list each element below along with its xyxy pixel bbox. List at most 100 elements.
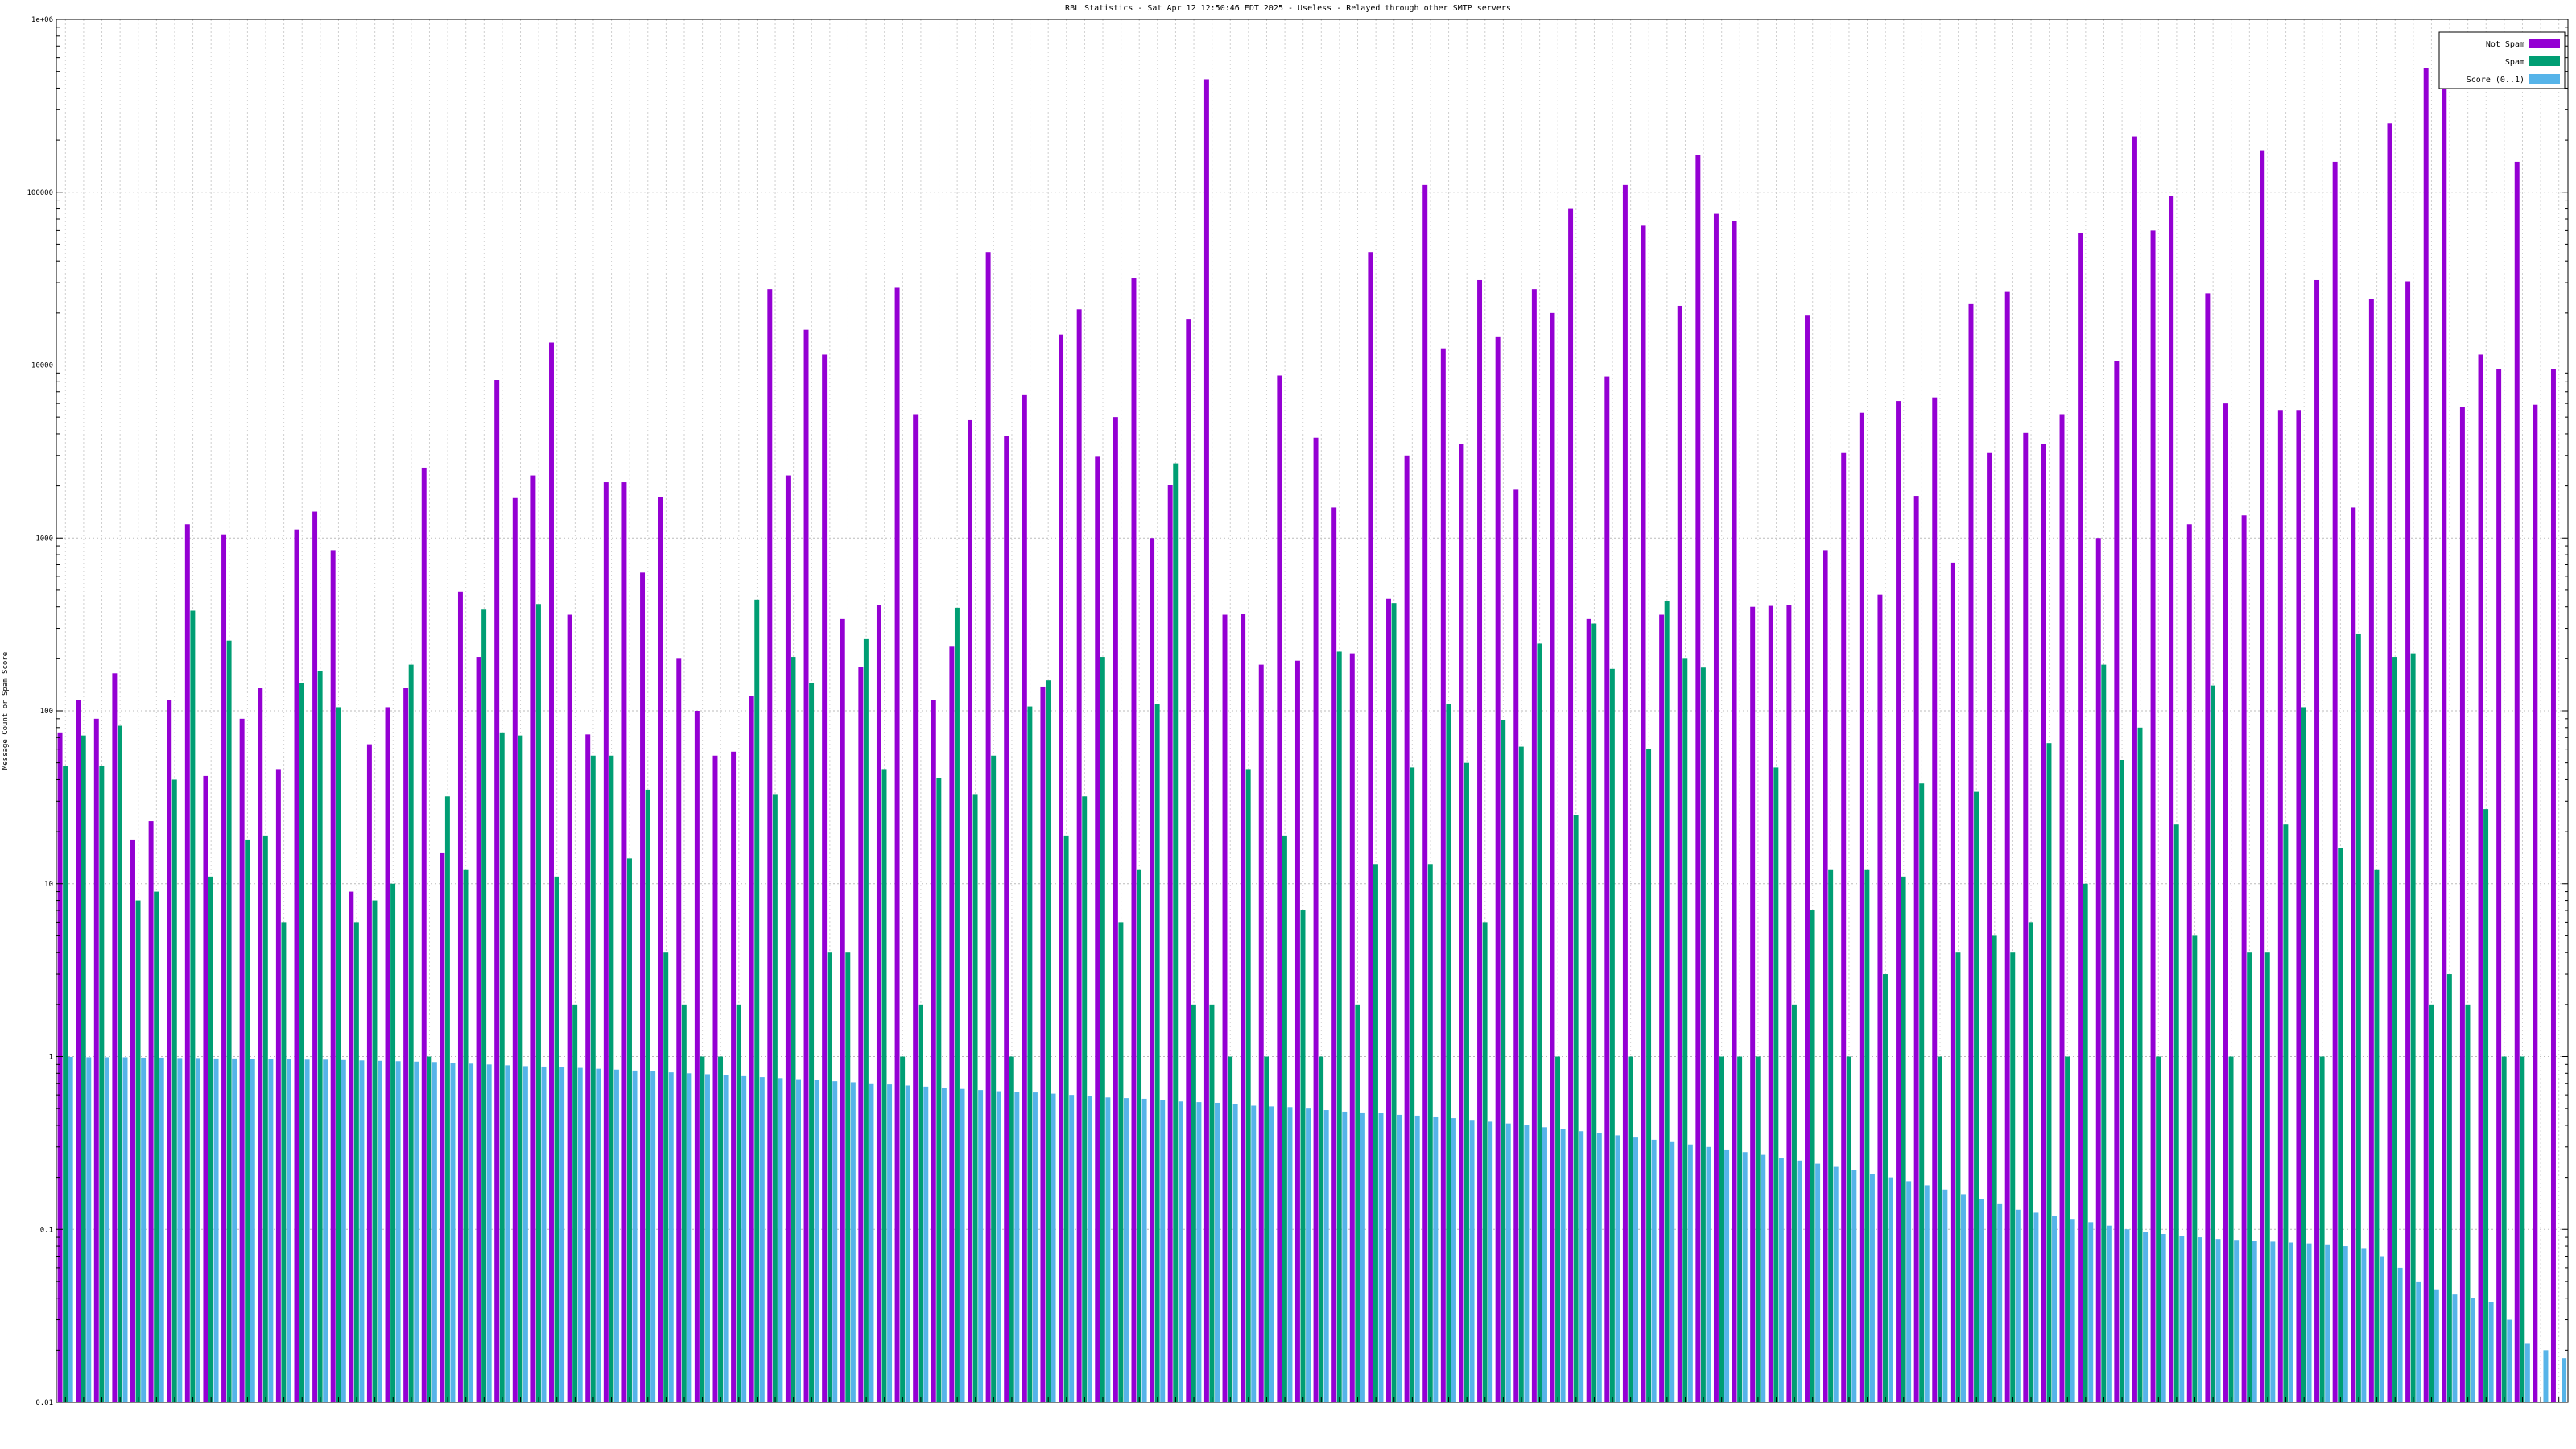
legend-label-score: Score (0..1) bbox=[2467, 76, 2524, 85]
bar-spam bbox=[2410, 653, 2416, 1402]
bar-spam bbox=[1100, 657, 1105, 1402]
bar-score bbox=[632, 1070, 638, 1402]
bar-spam bbox=[1464, 762, 1469, 1402]
bar-score bbox=[177, 1058, 183, 1402]
bar-score bbox=[2143, 1232, 2149, 1402]
bar-not-spam bbox=[494, 380, 500, 1402]
bar-not-spam bbox=[2205, 293, 2211, 1402]
bar-spam bbox=[2065, 1056, 2070, 1402]
bar-spam bbox=[718, 1056, 724, 1402]
bar-not-spam bbox=[621, 482, 627, 1402]
bar-score bbox=[1105, 1097, 1111, 1402]
bar-spam bbox=[2429, 1004, 2434, 1402]
bar-score bbox=[778, 1078, 783, 1402]
bar-spam bbox=[681, 1004, 687, 1402]
bar-spam bbox=[2101, 664, 2107, 1402]
bar-score bbox=[2215, 1239, 2221, 1402]
bar-not-spam bbox=[239, 718, 245, 1402]
bar-spam bbox=[499, 732, 505, 1402]
bar-not-spam bbox=[1167, 485, 1173, 1403]
bar-not-spam bbox=[1004, 436, 1009, 1402]
bar-score bbox=[2179, 1236, 2185, 1402]
bar-spam bbox=[627, 858, 632, 1402]
bar-spam bbox=[700, 1056, 705, 1402]
bar-score bbox=[2543, 1350, 2549, 1402]
bar-score bbox=[1797, 1160, 1802, 1402]
bar-not-spam bbox=[366, 744, 372, 1402]
bar-not-spam bbox=[1095, 456, 1100, 1402]
bar-spam bbox=[2119, 759, 2124, 1402]
bar-score bbox=[1833, 1166, 1839, 1402]
bar-score bbox=[431, 1062, 437, 1402]
bar-not-spam bbox=[1258, 664, 1264, 1402]
bar-spam bbox=[1482, 922, 1488, 1402]
bar-score bbox=[887, 1084, 893, 1402]
bar-score bbox=[2015, 1209, 2021, 1402]
bar-spam bbox=[1046, 680, 1051, 1402]
bar-spam bbox=[2083, 883, 2088, 1402]
bar-spam bbox=[2192, 935, 2198, 1402]
bar-score bbox=[1451, 1118, 1456, 1402]
bar-spam bbox=[1427, 864, 1433, 1402]
bar-score bbox=[1178, 1101, 1183, 1402]
bar-not-spam bbox=[1076, 309, 1082, 1402]
legend-label-spam: Spam bbox=[2505, 58, 2524, 67]
bar-not-spam bbox=[1732, 221, 1737, 1403]
bar-not-spam bbox=[1386, 598, 1391, 1402]
bar-not-spam bbox=[1968, 303, 1974, 1402]
bar-score bbox=[1815, 1163, 1821, 1402]
bar-score bbox=[1596, 1133, 1602, 1402]
bar-not-spam bbox=[1277, 375, 1282, 1402]
bar-spam bbox=[135, 900, 141, 1402]
bar-spam bbox=[572, 1004, 578, 1402]
bar-score bbox=[2416, 1281, 2421, 1402]
bar-spam bbox=[900, 1056, 906, 1402]
bar-score bbox=[359, 1060, 365, 1402]
bar-not-spam bbox=[1641, 225, 1646, 1402]
bar-spam bbox=[2520, 1056, 2525, 1402]
bar-spam bbox=[281, 922, 287, 1402]
bar-score bbox=[1724, 1149, 1730, 1402]
bar-score bbox=[1888, 1177, 1893, 1402]
bar-not-spam bbox=[1987, 452, 1992, 1402]
bar-score bbox=[2070, 1219, 2075, 1402]
y-tick-label: 1000 bbox=[35, 535, 53, 543]
bar-spam bbox=[1846, 1056, 1852, 1402]
bar-score bbox=[1961, 1194, 1966, 1402]
bar-spam bbox=[1264, 1056, 1269, 1402]
bar-not-spam bbox=[2004, 291, 2010, 1402]
bar-spam bbox=[1992, 935, 1997, 1402]
bar-not-spam bbox=[2387, 123, 2392, 1402]
bar-score bbox=[104, 1057, 109, 1402]
bar-score bbox=[2524, 1343, 2530, 1402]
bar-score bbox=[1087, 1096, 1092, 1402]
bar-score bbox=[1924, 1185, 1930, 1402]
bar-score bbox=[469, 1063, 474, 1402]
legend-swatch-score bbox=[2529, 74, 2560, 84]
bar-score bbox=[2033, 1212, 2039, 1402]
bar-spam bbox=[936, 778, 942, 1402]
bar-score bbox=[1670, 1141, 1675, 1402]
bar-not-spam bbox=[2241, 515, 2247, 1402]
bar-not-spam bbox=[1422, 184, 1428, 1403]
bar-score bbox=[759, 1077, 765, 1402]
bar-spam bbox=[809, 683, 815, 1402]
bar-spam bbox=[463, 869, 469, 1402]
bar-not-spam bbox=[1368, 252, 1373, 1403]
bar-not-spam bbox=[2223, 403, 2228, 1402]
bar-score bbox=[1360, 1112, 1365, 1402]
bar-score bbox=[1542, 1127, 1547, 1402]
bar-score bbox=[1196, 1102, 1202, 1402]
bar-score bbox=[559, 1067, 565, 1402]
bar-not-spam bbox=[1932, 397, 1938, 1403]
bar-not-spam bbox=[1203, 79, 1209, 1403]
bar-score bbox=[2507, 1319, 2512, 1402]
bar-not-spam bbox=[1513, 489, 1519, 1402]
bar-score bbox=[1979, 1199, 1984, 1402]
bar-spam bbox=[63, 766, 68, 1402]
y-tick-label: 10 bbox=[44, 881, 53, 889]
bar-spam bbox=[1646, 749, 1652, 1402]
bar-score bbox=[2106, 1225, 2112, 1402]
bar-spam bbox=[645, 789, 650, 1402]
y-tick-label: 0.1 bbox=[40, 1226, 53, 1234]
